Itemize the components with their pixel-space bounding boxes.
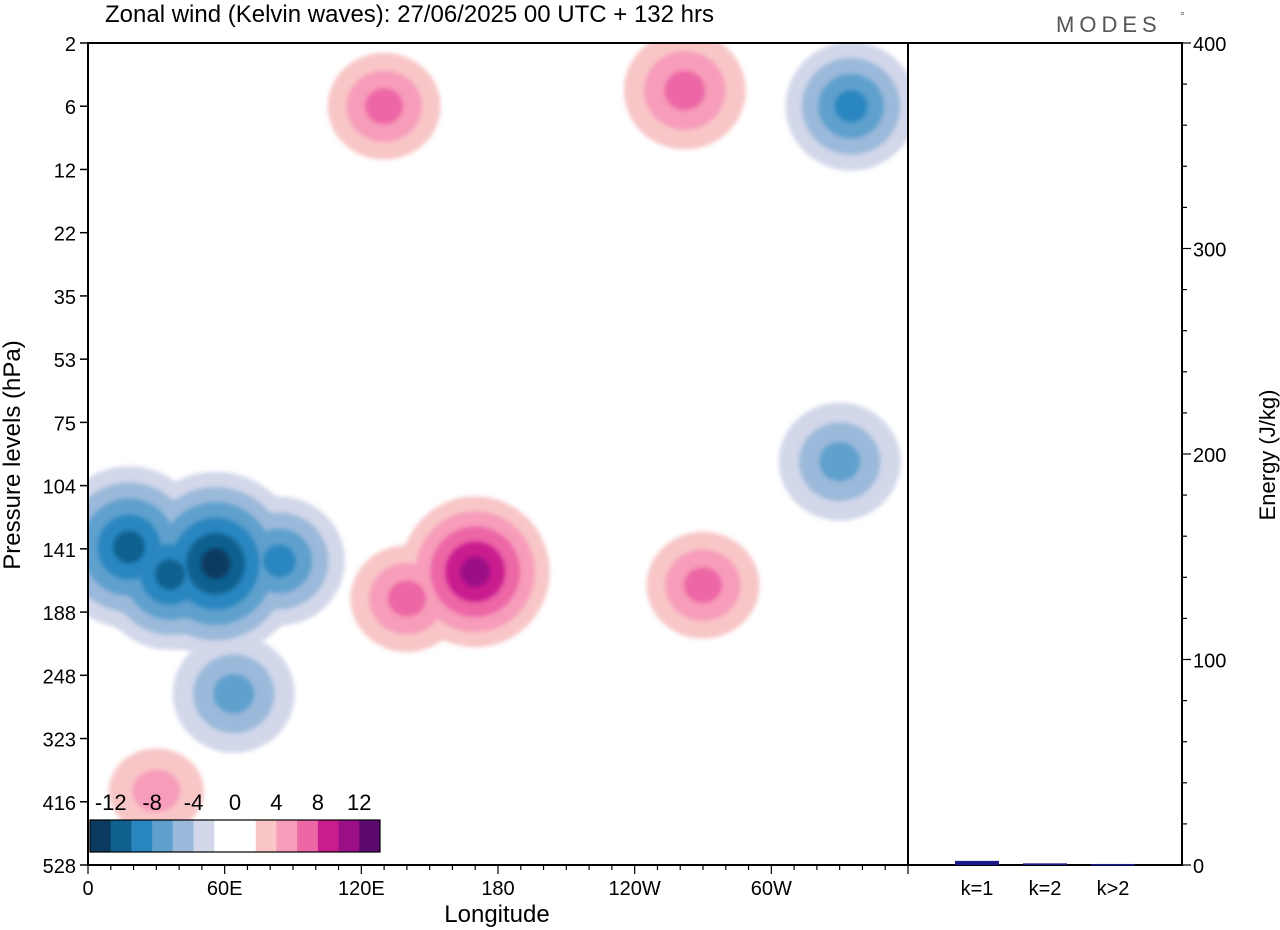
colorbar-segment xyxy=(90,820,112,852)
pressure-tick-label: 53 xyxy=(54,350,76,372)
energy-bar xyxy=(955,860,999,865)
pressure-tick-label: 188 xyxy=(43,603,76,625)
colorbar-label: 4 xyxy=(270,790,282,815)
longitude-tick-label: 0 xyxy=(82,878,93,900)
easterly-anomaly-contour xyxy=(262,544,296,578)
x-axis-label: Longitude xyxy=(444,901,549,928)
modes-logo: MODES xyxy=(1056,12,1162,37)
colorbar-segment xyxy=(235,820,257,852)
energy-plot-frame xyxy=(907,42,1183,866)
pressure-tick-label: 35 xyxy=(54,287,76,309)
colorbar-label: -8 xyxy=(142,790,162,815)
westerly-anomaly-contour xyxy=(132,769,181,813)
energy-tick-label: 100 xyxy=(1193,651,1226,673)
colorbar-segment xyxy=(276,820,298,852)
westerly-anomaly-contour xyxy=(388,580,426,617)
westerly-anomaly-contour xyxy=(365,88,403,125)
colorbar-segment xyxy=(152,820,174,852)
energy-tick-label: 200 xyxy=(1193,445,1226,467)
colorbar-segment xyxy=(255,820,277,852)
pressure-tick-label: 323 xyxy=(43,730,76,752)
easterly-anomaly-contour xyxy=(113,530,145,564)
pressure-tick-label: 141 xyxy=(43,540,76,562)
easterly-anomaly-contour xyxy=(155,559,185,590)
colorbar-segment xyxy=(317,820,340,852)
pressure-tick-label: 12 xyxy=(54,160,76,182)
energy-axis-label: Energy (J/kg) xyxy=(1255,390,1280,521)
energy-tick-label: 300 xyxy=(1193,240,1226,262)
pressure-tick-label: 248 xyxy=(43,666,76,688)
energy-tick-label: 400 xyxy=(1193,34,1226,56)
energy-bar xyxy=(1091,863,1135,866)
easterly-anomaly-contour xyxy=(834,90,868,123)
pressure-tick-label: 6 xyxy=(65,97,76,119)
chart-title: Zonal wind (Kelvin waves): 27/06/2025 00… xyxy=(105,1,714,28)
colorbar-segment xyxy=(172,820,195,852)
pressure-tick-label: 2 xyxy=(65,34,76,56)
colorbar-label: 8 xyxy=(312,790,324,815)
colorbar-segment xyxy=(297,820,319,852)
colorbar-label: 0 xyxy=(229,790,241,815)
westerly-anomaly-contour xyxy=(684,567,722,604)
pressure-tick-label: 416 xyxy=(43,793,76,815)
colorbar-label: 12 xyxy=(347,790,371,815)
easterly-anomaly-contour xyxy=(819,441,861,482)
longitude-tick-label: 120E xyxy=(338,878,385,900)
longitude-tick-label: 60E xyxy=(207,878,243,900)
colorbar-segment xyxy=(110,820,132,852)
colorbar: -12 -8 -4 0 4 8 12 xyxy=(89,790,381,853)
energy-category-label: k=2 xyxy=(1029,878,1062,900)
westerly-anomaly-contour xyxy=(460,556,491,587)
colorbar-segment xyxy=(131,820,153,852)
colorbar-segment xyxy=(359,820,381,852)
pressure-tick-label: 528 xyxy=(43,856,76,878)
colorbar-label: -12 xyxy=(95,790,127,815)
westerly-anomaly-contour xyxy=(664,70,706,111)
energy-bars: k=1 k=2 k>2 xyxy=(955,860,1135,900)
energy-tick-label: 0 xyxy=(1193,856,1204,878)
longitude-tick-label: 60W xyxy=(751,878,792,900)
energy-category-label: k>2 xyxy=(1097,878,1130,900)
pressure-tick-label: 22 xyxy=(54,224,76,246)
colorbar-segment xyxy=(338,820,360,852)
modes-logo-mark: ° xyxy=(1180,9,1190,23)
energy-axis: 0 100 200 300 400 xyxy=(1182,34,1226,878)
contour-field xyxy=(88,43,908,834)
colorbar-frame xyxy=(89,819,381,853)
colorbar-segment xyxy=(193,820,215,852)
longitude-axis: 0 60E 120E 180 120W 60W xyxy=(82,865,909,900)
energy-bar xyxy=(1023,863,1067,865)
easterly-anomaly-contour xyxy=(200,548,231,579)
y-axis-label: Pressure levels (hPa) xyxy=(0,340,26,569)
longitude-tick-label: 180 xyxy=(481,878,514,900)
easterly-anomaly-contour xyxy=(213,674,255,714)
longitude-tick-label: 120W xyxy=(609,878,661,900)
colorbar-segment xyxy=(214,820,236,852)
energy-category-label: k=1 xyxy=(961,878,994,900)
pressure-axis: 2 6 12 22 35 53 75 104 141 188 248 323 416 528 xyxy=(43,34,88,878)
pressure-tick-label: 75 xyxy=(54,413,76,435)
pressure-tick-label: 104 xyxy=(43,477,76,499)
colorbar-label: -4 xyxy=(184,790,204,815)
